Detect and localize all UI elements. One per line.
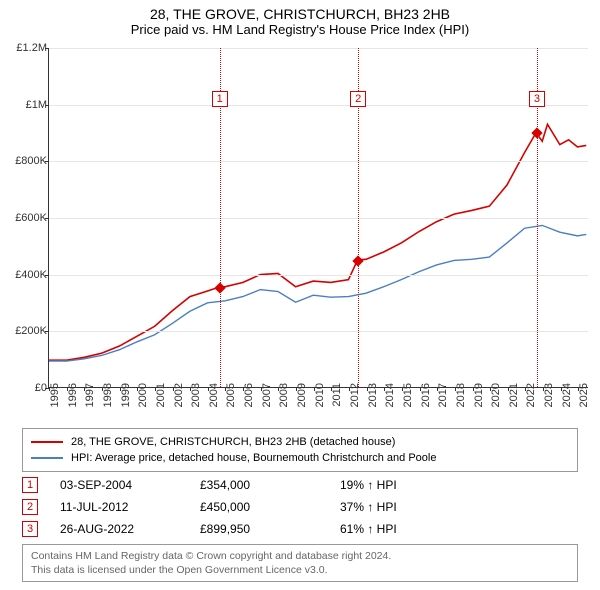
y-axis-label: £200K: [1, 325, 47, 337]
x-axis-label: 2020: [490, 383, 502, 407]
sale-date: 11-JUL-2012: [60, 500, 200, 514]
footer-line-2: This data is licensed under the Open Gov…: [31, 563, 569, 577]
x-axis-label: 2022: [525, 383, 537, 407]
sale-price: £450,000: [200, 500, 340, 514]
series-line-price_paid: [49, 124, 586, 360]
sale-price: £899,950: [200, 522, 340, 536]
x-axis-label: 2002: [173, 383, 185, 407]
legend-label: HPI: Average price, detached house, Bour…: [71, 450, 436, 466]
sale-number-box: 3: [22, 521, 38, 537]
x-axis-label: 1998: [102, 383, 114, 407]
chart-legend: 28, THE GROVE, CHRISTCHURCH, BH23 2HB (d…: [22, 428, 578, 472]
sale-number-box: 1: [22, 477, 38, 493]
sale-price: £354,000: [200, 478, 340, 492]
x-axis-label: 2012: [349, 383, 361, 407]
sale-marker-box: 2: [350, 91, 366, 107]
gridline: [49, 331, 588, 332]
x-axis-label: 2010: [314, 383, 326, 407]
x-axis-label: 2021: [508, 383, 520, 407]
chart-footer: Contains HM Land Registry data © Crown c…: [22, 544, 578, 582]
chart-plot-area: £0£200K£400K£600K£800K£1M£1.2M1995199619…: [48, 48, 588, 388]
legend-item: 28, THE GROVE, CHRISTCHURCH, BH23 2HB (d…: [31, 434, 569, 450]
sale-row: 2 11-JUL-2012£450,00037% ↑ HPI: [22, 496, 578, 518]
x-axis-label: 2024: [561, 383, 573, 407]
y-axis-label: £800K: [1, 155, 47, 167]
x-axis-label: 2006: [243, 383, 255, 407]
x-axis-label: 2005: [225, 383, 237, 407]
sale-hpi: 19% ↑ HPI: [340, 478, 578, 492]
sale-date: 03-SEP-2004: [60, 478, 200, 492]
y-axis-label: £1M: [1, 99, 47, 111]
footer-line-1: Contains HM Land Registry data © Crown c…: [31, 549, 569, 563]
x-axis-label: 2015: [402, 383, 414, 407]
sale-hpi: 61% ↑ HPI: [340, 522, 578, 536]
sale-marker-box: 1: [212, 91, 228, 107]
x-axis-label: 1995: [49, 383, 61, 407]
sale-marker-box: 3: [529, 91, 545, 107]
x-axis-label: 2018: [455, 383, 467, 407]
x-axis-label: 2025: [578, 383, 590, 407]
gridline: [49, 105, 588, 106]
sales-table: 1 03-SEP-2004£354,00019% ↑ HPI 2 11-JUL-201…: [22, 474, 578, 540]
sale-row: 1 03-SEP-2004£354,00019% ↑ HPI: [22, 474, 578, 496]
legend-swatch: [31, 457, 63, 459]
legend-item: HPI: Average price, detached house, Bour…: [31, 450, 569, 466]
x-axis-label: 2011: [331, 383, 343, 407]
x-axis-label: 2008: [278, 383, 290, 407]
chart-subtitle: Price paid vs. HM Land Registry's House …: [0, 22, 600, 43]
y-axis-label: £400K: [1, 269, 47, 281]
x-axis-label: 2016: [420, 383, 432, 407]
x-axis-label: 2014: [384, 383, 396, 407]
x-axis-label: 2001: [155, 383, 167, 407]
y-axis-label: £1.2M: [1, 42, 47, 54]
x-axis-label: 1999: [120, 383, 132, 407]
x-axis-label: 2019: [473, 383, 485, 407]
x-axis-label: 2003: [190, 383, 202, 407]
x-axis-label: 2023: [543, 383, 555, 407]
x-axis-label: 2004: [208, 383, 220, 407]
gridline: [49, 48, 588, 49]
x-axis-label: 1996: [67, 383, 79, 407]
sale-date: 26-AUG-2022: [60, 522, 200, 536]
gridline: [49, 161, 588, 162]
gridline: [49, 218, 588, 219]
gridline: [49, 275, 588, 276]
chart-title: 28, THE GROVE, CHRISTCHURCH, BH23 2HB: [0, 0, 600, 22]
sale-hpi: 37% ↑ HPI: [340, 500, 578, 514]
x-axis-label: 2013: [367, 383, 379, 407]
legend-label: 28, THE GROVE, CHRISTCHURCH, BH23 2HB (d…: [71, 434, 395, 450]
legend-swatch: [31, 441, 63, 443]
sale-row: 3 26-AUG-2022£899,95061% ↑ HPI: [22, 518, 578, 540]
x-axis-label: 2017: [437, 383, 449, 407]
x-axis-label: 1997: [84, 383, 96, 407]
x-axis-label: 2000: [137, 383, 149, 407]
y-axis-label: £600K: [1, 212, 47, 224]
y-axis-label: £0: [1, 382, 47, 394]
x-axis-label: 2007: [261, 383, 273, 407]
sale-number-box: 2: [22, 499, 38, 515]
x-axis-label: 2009: [296, 383, 308, 407]
